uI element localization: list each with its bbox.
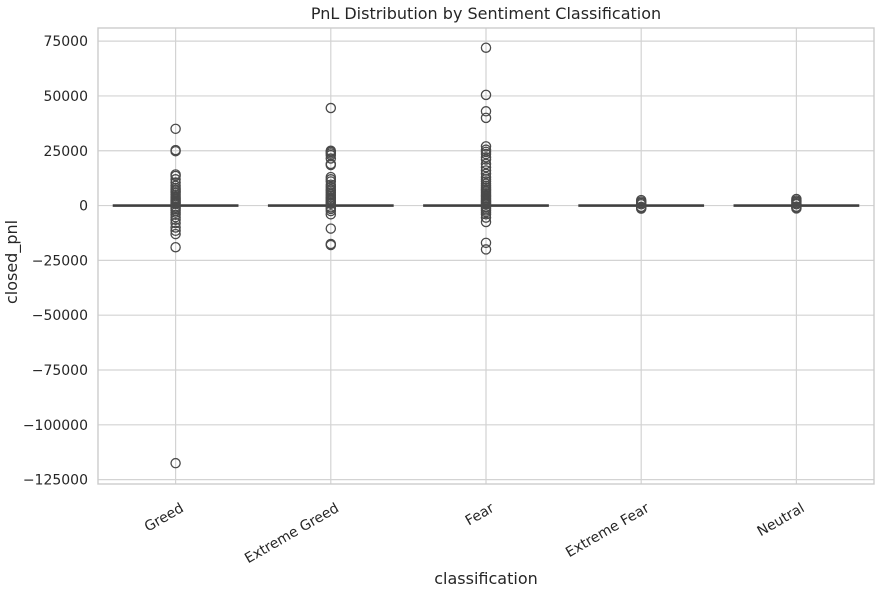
outlier-point: [170, 170, 181, 182]
outlier-point: [480, 141, 492, 152]
outlier-point: [480, 244, 492, 255]
outlier-point: [480, 168, 492, 180]
outlier-point: [170, 228, 181, 240]
outlier-point: [170, 145, 181, 157]
y-tick-label: 50000: [43, 89, 88, 105]
outlier-point: [480, 216, 492, 228]
outlier-point: [325, 223, 337, 234]
outlier-point: [325, 102, 337, 114]
outlier-point: [480, 42, 492, 53]
outlier-point: [325, 198, 337, 210]
outlier-point: [170, 211, 181, 223]
x-axis-title: classification: [434, 569, 538, 588]
outlier-point: [170, 457, 181, 469]
box-group: [267, 102, 394, 251]
x-tick-label: Neutral: [755, 500, 808, 540]
outlier-point: [480, 148, 492, 160]
outlier-point: [170, 217, 181, 229]
outlier-point: [480, 89, 492, 101]
outlier-point: [325, 159, 337, 171]
x-tick-label: Extreme Fear: [563, 500, 652, 561]
outlier-point: [170, 123, 181, 135]
plot-frame: [97, 27, 875, 485]
y-tick-label: −125000: [23, 473, 88, 489]
outlier-point: [635, 199, 647, 210]
chart-title: PnL Distribution by Sentiment Classifica…: [311, 4, 661, 23]
x-tick-label: Greed: [142, 500, 187, 535]
y-tick-label: 25000: [43, 144, 88, 160]
box-group: [578, 194, 705, 214]
outlier-point: [791, 203, 802, 214]
outlier-point: [480, 112, 492, 124]
outlier-point: [480, 198, 492, 210]
outlier-point: [325, 153, 337, 164]
outlier-point: [480, 212, 492, 223]
y-tick-label: −25000: [32, 253, 88, 269]
x-tick-label: Fear: [463, 500, 497, 529]
plot-border: [97, 27, 875, 485]
y-tick-label: 75000: [43, 34, 88, 50]
y-tick-label: −100000: [23, 418, 88, 434]
boxes-layer: [112, 42, 860, 469]
outlier-point: [325, 209, 337, 220]
box-group: [423, 42, 549, 255]
y-tick-label: 0: [79, 199, 88, 215]
y-axis-ticks: 75000 50000 25000 0 −25000 −50000 −75000 −10000…: [23, 34, 88, 488]
box-group: [733, 193, 860, 214]
box-group: [112, 123, 239, 469]
outlier-point: [170, 241, 181, 253]
outlier-point: [480, 154, 492, 165]
x-axis-ticks: Greed Extreme Greed Fear Extreme Fear Neutra…: [142, 500, 808, 567]
outlier-point: [170, 214, 181, 226]
outlier-point: [480, 209, 492, 220]
outlier-point: [480, 237, 492, 249]
y-tick-label: −75000: [32, 363, 88, 379]
outlier-point: [480, 161, 492, 173]
outlier-point: [325, 239, 337, 251]
y-tick-label: −50000: [32, 308, 88, 324]
outlier-point: [325, 205, 337, 217]
outlier-point: [170, 225, 181, 237]
outlier-point: [170, 222, 181, 233]
x-tick-label: Extreme Greed: [242, 500, 342, 567]
outlier-point: [480, 158, 492, 170]
outlier-point: [480, 106, 492, 117]
y-axis-title: closed_pnl: [2, 220, 22, 304]
grid-layer: [98, 28, 874, 484]
outlier-point: [635, 203, 647, 214]
